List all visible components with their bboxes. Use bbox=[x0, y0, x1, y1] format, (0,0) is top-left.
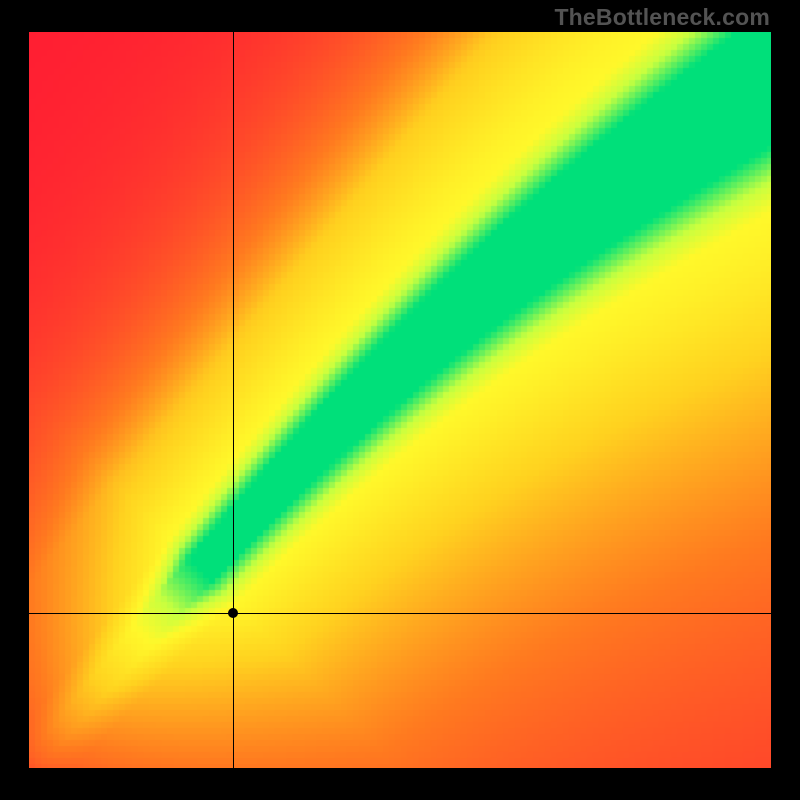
crosshair-vertical bbox=[233, 32, 234, 768]
watermark-text: TheBottleneck.com bbox=[554, 4, 770, 31]
heatmap-canvas bbox=[29, 32, 771, 768]
crosshair-horizontal bbox=[29, 613, 771, 614]
plot-area bbox=[29, 32, 771, 768]
